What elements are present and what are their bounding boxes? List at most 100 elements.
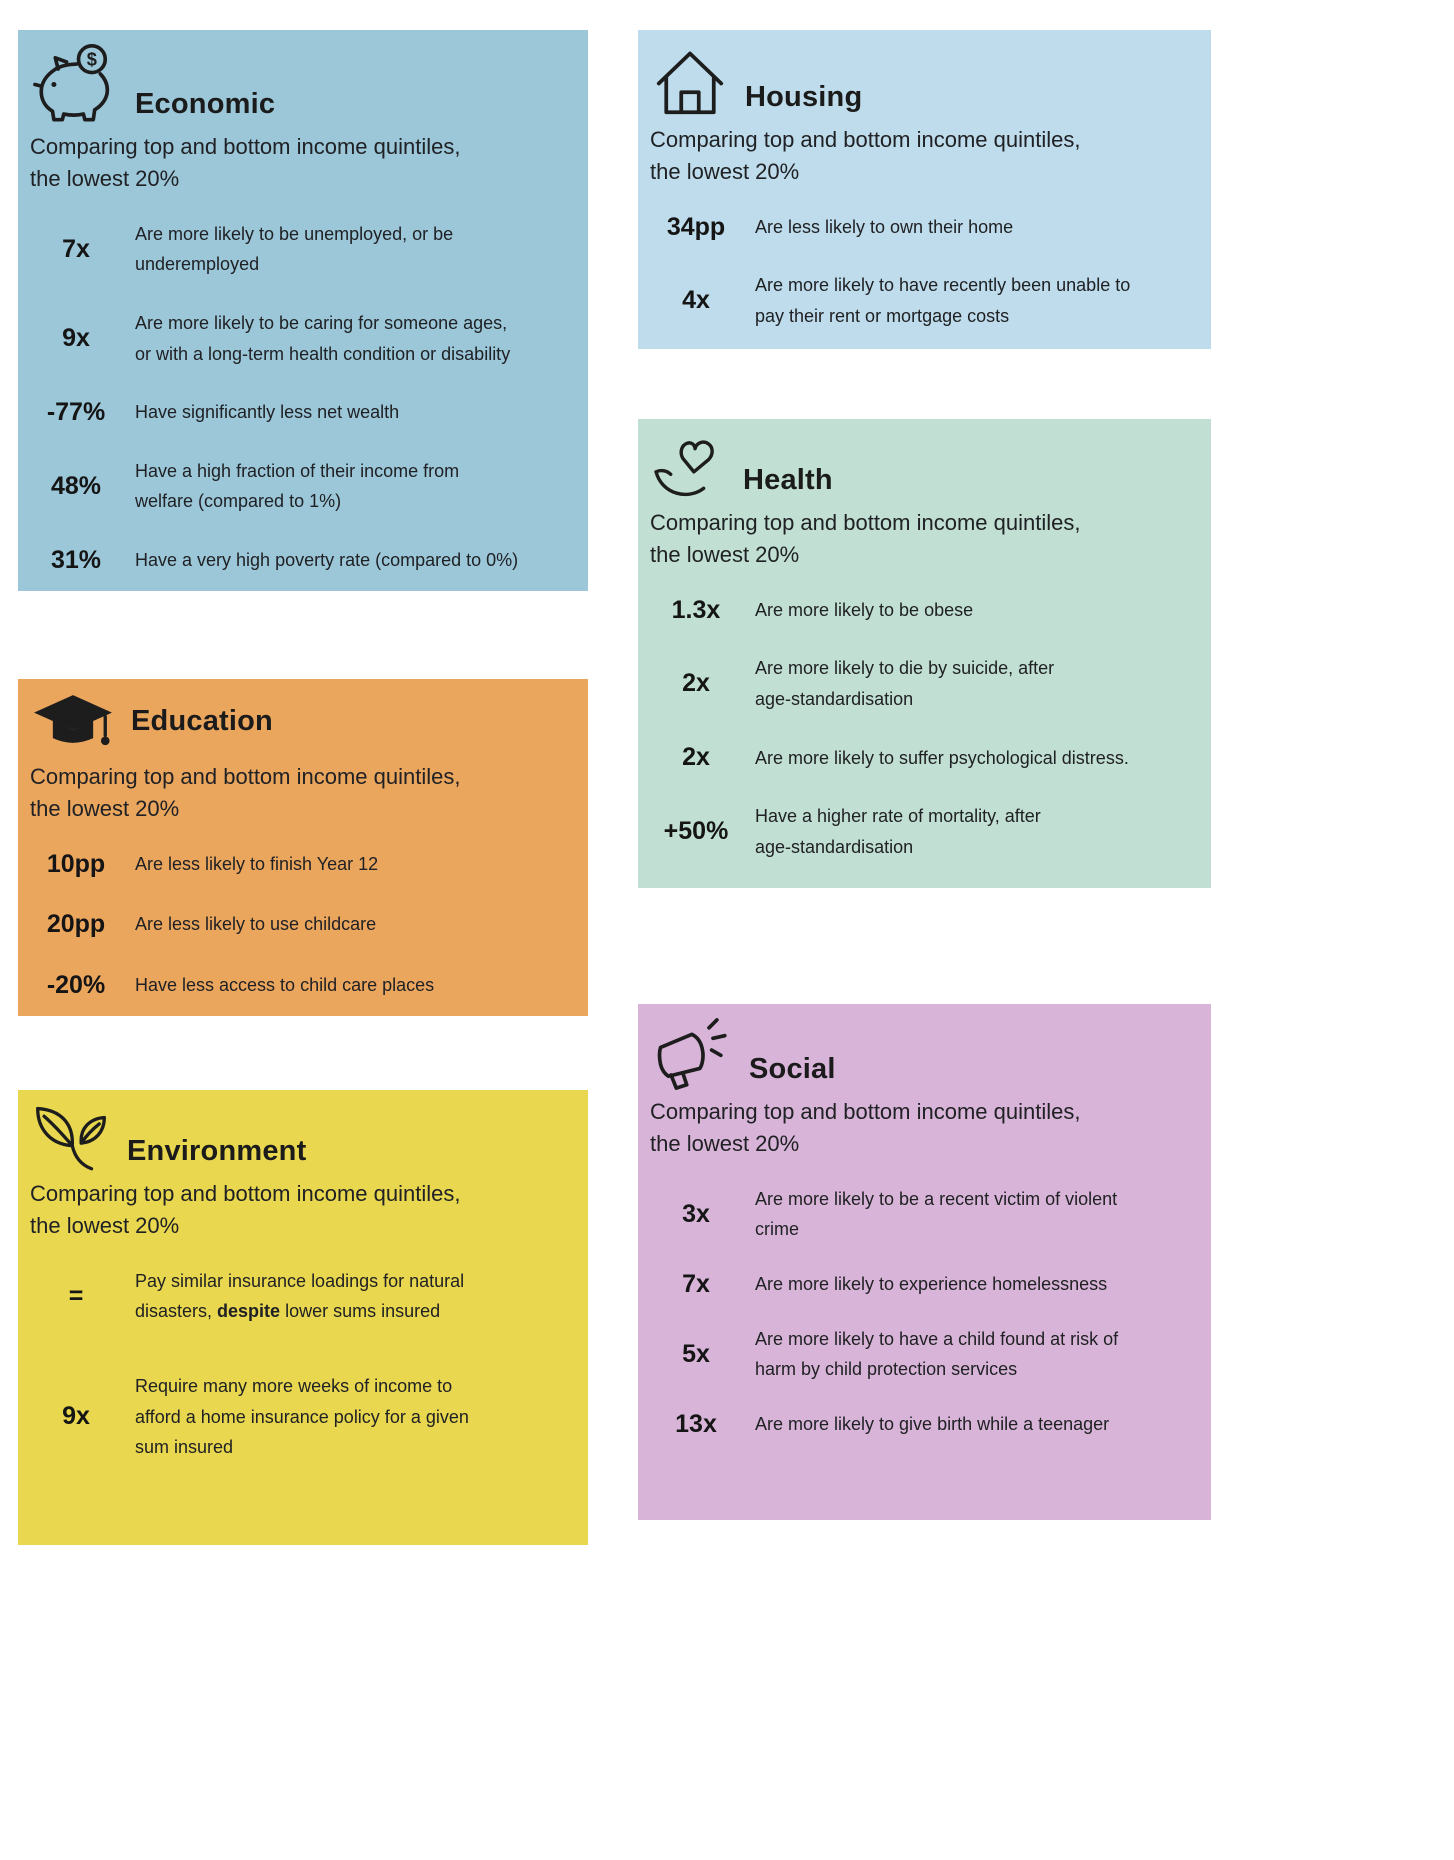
card-environment: Environment Comparing top and bottom inc… — [18, 1090, 588, 1545]
stat-text: Require many more weeks of income to aff… — [135, 1375, 469, 1458]
card-environment-subtitle: Comparing top and bottom income quintile… — [30, 1181, 461, 1238]
stat-value: 20pp — [46, 910, 106, 939]
card-economic-header: $ Economic — [30, 42, 578, 127]
card-housing-header: Housing — [650, 42, 1201, 120]
card-housing-stats: 34pp Are less likely to own their home 4… — [650, 212, 1201, 332]
stat-row: 20pp Are less likely to use childcare — [30, 909, 578, 940]
stat-value: 2x — [682, 669, 710, 698]
card-housing-subtitle: Comparing top and bottom income quintile… — [650, 127, 1081, 184]
stat-text: Have significantly less net wealth — [135, 402, 400, 423]
stat-value: 10pp — [46, 849, 106, 878]
card-social: Social Comparing top and bottom income q… — [638, 1004, 1211, 1520]
card-social-subtitle: Comparing top and bottom income quintile… — [650, 1099, 1081, 1156]
card-health-header: Health — [650, 431, 1201, 503]
stat-text: Are more likely to be a recent victim of… — [755, 1188, 1118, 1240]
stat-text: Are more likely to suffer psychological … — [755, 747, 1129, 768]
stat-text-segment: lower sums insured — [280, 1301, 441, 1322]
stat-value: 34pp — [666, 212, 726, 241]
stat-row: +50% Have a higher rate of mortality, af… — [650, 801, 1201, 862]
card-education-title: Education — [131, 704, 273, 737]
card-economic: $ Economic Comparing top and bottom inco… — [18, 30, 588, 591]
card-health-stats: 1.3x Are more likely to be obese 2x Are … — [650, 595, 1201, 863]
stat-text: Have a higher rate of mortality, after a… — [755, 806, 1041, 857]
stat-text: Are more likely to experience homelessne… — [755, 1273, 1108, 1294]
stat-row: 7x Are more likely to be unemployed, or … — [30, 219, 578, 280]
card-housing-title: Housing — [745, 81, 863, 113]
graduation-cap-icon — [30, 691, 116, 757]
stat-row: -20% Have less access to child care plac… — [30, 970, 578, 1001]
card-education: Education Comparing top and bottom incom… — [18, 679, 588, 1016]
megaphone-icon — [650, 1016, 734, 1092]
card-economic-stats: 7x Are more likely to be unemployed, or … — [30, 219, 578, 576]
stat-value: = — [68, 1281, 84, 1310]
heart-in-hand-icon — [650, 431, 728, 503]
stat-text: Are more likely to be obese — [755, 599, 974, 620]
house-icon — [650, 42, 730, 120]
card-education-header: Education — [30, 691, 578, 757]
leaves-icon — [30, 1102, 112, 1174]
stat-text: Are less likely to finish Year 12 — [135, 853, 379, 874]
stat-row: 5x Are more likely to have a child found… — [650, 1324, 1201, 1385]
card-environment-header: Environment — [30, 1102, 578, 1174]
stat-value: 31% — [50, 545, 102, 574]
piggy-bank-icon: $ — [30, 42, 120, 127]
stat-text: Are more likely to be caring for someone… — [135, 312, 511, 364]
stat-value: 1.3x — [671, 595, 721, 624]
stat-value: 9x — [62, 1402, 90, 1431]
stat-row: 7x Are more likely to experience homeles… — [650, 1269, 1201, 1300]
card-education-subtitle: Comparing top and bottom income quintile… — [30, 764, 461, 821]
stat-text-bold: despite — [217, 1301, 281, 1322]
stat-row: -77% Have significantly less net wealth — [30, 397, 578, 428]
stat-text-segment: Pay similar insurance loadings for natur… — [135, 1270, 465, 1322]
card-health-title: Health — [743, 464, 833, 496]
stat-value: +50% — [663, 817, 729, 846]
card-education-stats: 10pp Are less likely to finish Year 12 2… — [30, 849, 578, 1001]
stat-row: 31% Have a very high poverty rate (compa… — [30, 545, 578, 576]
stat-text: Have a very high poverty rate (compared … — [135, 549, 519, 570]
stat-value: 2x — [682, 743, 710, 772]
card-social-stats: 3x Are more likely to be a recent victim… — [650, 1184, 1201, 1440]
stat-row: 9x Require many more weeks of income to … — [30, 1371, 578, 1463]
stat-text: Are more likely to be unemployed, or be … — [135, 223, 454, 275]
stat-value: 48% — [50, 471, 102, 500]
stat-value: 4x — [682, 286, 710, 315]
stat-text: Are more likely to die by suicide, after… — [755, 658, 1055, 709]
stat-row: 48% Have a high fraction of their income… — [30, 456, 578, 517]
card-health-subtitle: Comparing top and bottom income quintile… — [650, 510, 1081, 567]
stat-text: Are more likely to have a child found at… — [755, 1328, 1119, 1380]
stat-row: 10pp Are less likely to finish Year 12 — [30, 849, 578, 880]
stat-value: -77% — [46, 397, 106, 426]
card-social-header: Social — [650, 1016, 1201, 1092]
stat-row: 34pp Are less likely to own their home — [650, 212, 1201, 243]
card-environment-stats: = Pay similar insurance loadings for nat… — [30, 1266, 578, 1463]
stat-text: Are more likely to have recently been un… — [755, 275, 1131, 326]
card-economic-subtitle: Comparing top and bottom income quintile… — [30, 134, 461, 191]
stat-row: = Pay similar insurance loadings for nat… — [30, 1266, 578, 1327]
stat-text: Have less access to child care places — [135, 974, 435, 995]
card-economic-title: Economic — [135, 88, 276, 120]
card-health: Health Comparing top and bottom income q… — [638, 419, 1211, 888]
stat-text: Are less likely to use childcare — [135, 914, 377, 935]
stat-text: Pay similar insurance loadings for natur… — [135, 1266, 578, 1327]
stat-text: Are more likely to give birth while a te… — [755, 1413, 1110, 1434]
stat-row: 1.3x Are more likely to be obese — [650, 595, 1201, 626]
stat-value: -20% — [46, 970, 106, 999]
stat-value: 3x — [682, 1199, 710, 1228]
stat-row: 2x Are more likely to die by suicide, af… — [650, 653, 1201, 714]
stat-row: 4x Are more likely to have recently been… — [650, 270, 1201, 331]
card-environment-title: Environment — [127, 1135, 307, 1167]
stat-value: 13x — [675, 1409, 717, 1438]
svg-text:$: $ — [87, 49, 97, 70]
stat-row: 3x Are more likely to be a recent victim… — [650, 1184, 1201, 1245]
card-housing: Housing Comparing top and bottom income … — [638, 30, 1211, 349]
card-social-title: Social — [749, 1053, 836, 1085]
stat-text: Are less likely to own their home — [755, 216, 1014, 237]
stat-value: 9x — [62, 324, 90, 353]
stat-row: 2x Are more likely to suffer psychologic… — [650, 743, 1201, 774]
stat-value: 7x — [62, 234, 90, 263]
stat-value: 7x — [682, 1269, 710, 1298]
stat-row: 9x Are more likely to be caring for some… — [30, 308, 578, 369]
stat-value: 5x — [682, 1339, 710, 1368]
stat-text: Have a high fraction of their income fro… — [135, 460, 460, 512]
